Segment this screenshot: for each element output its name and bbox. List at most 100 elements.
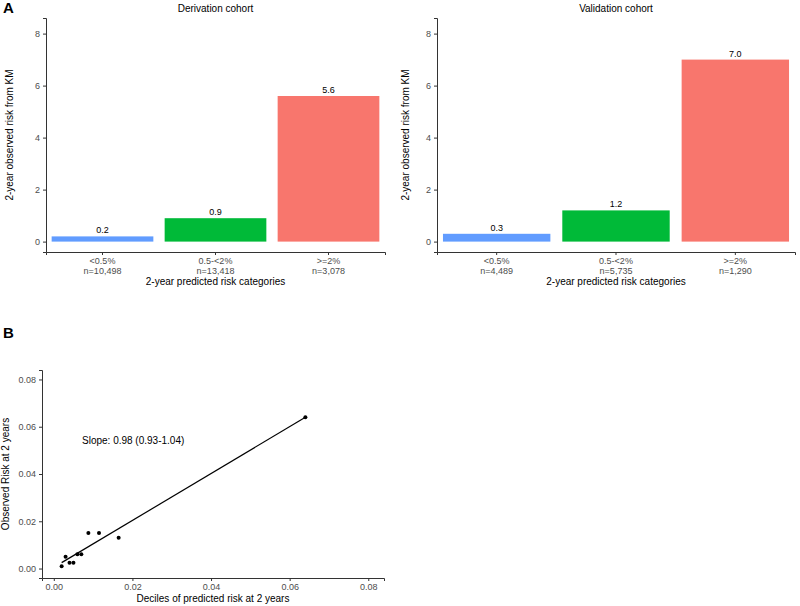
tick-mark <box>102 252 103 255</box>
tick: 0.08 <box>360 578 378 592</box>
data-label: 0.2 <box>96 225 109 235</box>
data-label: 5.6 <box>322 85 335 95</box>
tick: 0.06 <box>281 578 299 592</box>
point <box>79 552 83 556</box>
x-axis-title: Deciles of predicted risk at 2 years <box>137 593 290 604</box>
tick-mark <box>132 578 133 581</box>
tick-label: 0.06 <box>18 422 36 432</box>
tick-mark <box>616 252 617 255</box>
tick-mark <box>215 252 216 255</box>
tick-label: 0.06 <box>281 582 299 592</box>
point <box>64 555 68 559</box>
plot-area <box>60 415 308 568</box>
axis-line <box>43 19 47 253</box>
panel-label: A <box>3 0 14 16</box>
tick: 4 <box>426 133 437 143</box>
axis-line <box>47 253 386 256</box>
data-label: 0.3 <box>490 223 503 233</box>
bar <box>52 236 154 241</box>
data-label: 0.9 <box>209 207 222 217</box>
axis-line <box>39 371 43 579</box>
bar <box>278 96 380 242</box>
tick-label-line: n=1,290 <box>719 266 752 276</box>
tick-mark <box>39 379 42 380</box>
point <box>68 561 72 565</box>
tick-label: 0.02 <box>18 517 36 527</box>
tick: 0.00 <box>46 578 64 592</box>
tick-mark <box>434 190 437 191</box>
tick-label: 0.02 <box>124 582 142 592</box>
bar <box>682 60 789 242</box>
tick-mark <box>434 86 437 87</box>
tick-label-line: n=4,489 <box>480 266 513 276</box>
tick-label: <0.5%n=10,498 <box>84 256 122 276</box>
tick-label: 0.00 <box>46 582 64 592</box>
tick: >=2%n=1,290 <box>719 252 752 276</box>
tick-label-line: 0.5-<2% <box>199 256 233 266</box>
tick-mark <box>434 242 437 243</box>
y-axis-title: 2-year observed risk from KM <box>400 69 411 200</box>
tick: 4 <box>35 133 46 143</box>
tick: <0.5%n=10,498 <box>84 252 122 276</box>
chart-title: Derivation cohort <box>178 3 254 14</box>
scatter-chart: 0.00 0.02 0.04 0.06 0.08 0.00 0.02 0.04 0.06 0.08 <box>18 371 384 593</box>
tick: 8 <box>426 29 437 39</box>
y-axis-title: 2-year observed risk from KM <box>4 69 15 200</box>
tick-label: 0 <box>35 237 40 247</box>
tick-mark <box>43 242 46 243</box>
tick: 0.04 <box>18 469 42 479</box>
tick-mark <box>328 252 329 255</box>
tick-label: 0.5-<2%n=13,418 <box>197 256 235 276</box>
tick: 6 <box>35 81 46 91</box>
axis-x: <0.5%n=4,489 0.5-<2%n=5,735 >=2%n=1,290 <box>438 252 796 276</box>
tick-label-line: >=2% <box>724 256 748 266</box>
tick-label: 0 <box>426 237 431 247</box>
axis-y: 0 2 4 6 8 <box>35 19 47 253</box>
tick-label-line: <0.5% <box>484 256 510 266</box>
tick-label-line: n=5,735 <box>600 266 633 276</box>
tick-label-line: n=3,078 <box>312 266 345 276</box>
tick: 0.06 <box>18 422 42 432</box>
axis-y: 0 2 4 6 8 <box>426 19 438 253</box>
tick-mark <box>43 86 46 87</box>
chart-title: Validation cohort <box>579 3 653 14</box>
tick-label: 0.08 <box>360 582 378 592</box>
x-axis-title: 2-year predicted risk categories <box>146 276 286 287</box>
tick-label: 6 <box>35 81 40 91</box>
axis-x: 0.00 0.02 0.04 0.06 0.08 <box>43 578 385 592</box>
tick: 6 <box>426 81 437 91</box>
annotation: Slope: 0.98 (0.93-1.04) <box>82 435 184 446</box>
tick-mark <box>39 569 42 570</box>
tick: 2 <box>35 185 46 195</box>
tick-label: 2 <box>426 185 431 195</box>
tick: 0.00 <box>18 564 42 574</box>
y-axis-title: Observed Risk at 2 years <box>0 418 11 530</box>
tick-label-line: <0.5% <box>90 256 116 266</box>
axis-y: 0.00 0.02 0.04 0.06 0.08 <box>18 371 42 579</box>
tick: 0.08 <box>18 375 42 385</box>
plot-area <box>52 96 380 242</box>
tick-label-line: 0.5-<2% <box>599 256 633 266</box>
tick-mark <box>54 578 55 581</box>
tick-label: 6 <box>426 81 431 91</box>
point <box>97 531 101 535</box>
data-label: 7.0 <box>729 49 742 59</box>
tick-label: <0.5%n=4,489 <box>480 256 513 276</box>
tick-mark <box>290 578 291 581</box>
axis-line <box>438 253 796 256</box>
x-axis-title: 2-year predicted risk categories <box>546 276 686 287</box>
axis-line <box>43 579 385 582</box>
tick-label-line: n=10,498 <box>84 266 122 276</box>
tick-label: >=2%n=1,290 <box>719 256 752 276</box>
tick: 8 <box>35 29 46 39</box>
tick-label: >=2%n=3,078 <box>312 256 345 276</box>
tick-mark <box>496 252 497 255</box>
tick: 0.5-<2%n=13,418 <box>197 252 235 276</box>
tick: 0.04 <box>203 578 221 592</box>
tick: 0.02 <box>124 578 142 592</box>
tick-mark <box>368 578 369 581</box>
tick-label: 0.08 <box>18 375 36 385</box>
tick-label-line: >=2% <box>317 256 341 266</box>
tick-mark <box>43 190 46 191</box>
plot-area <box>443 60 789 242</box>
